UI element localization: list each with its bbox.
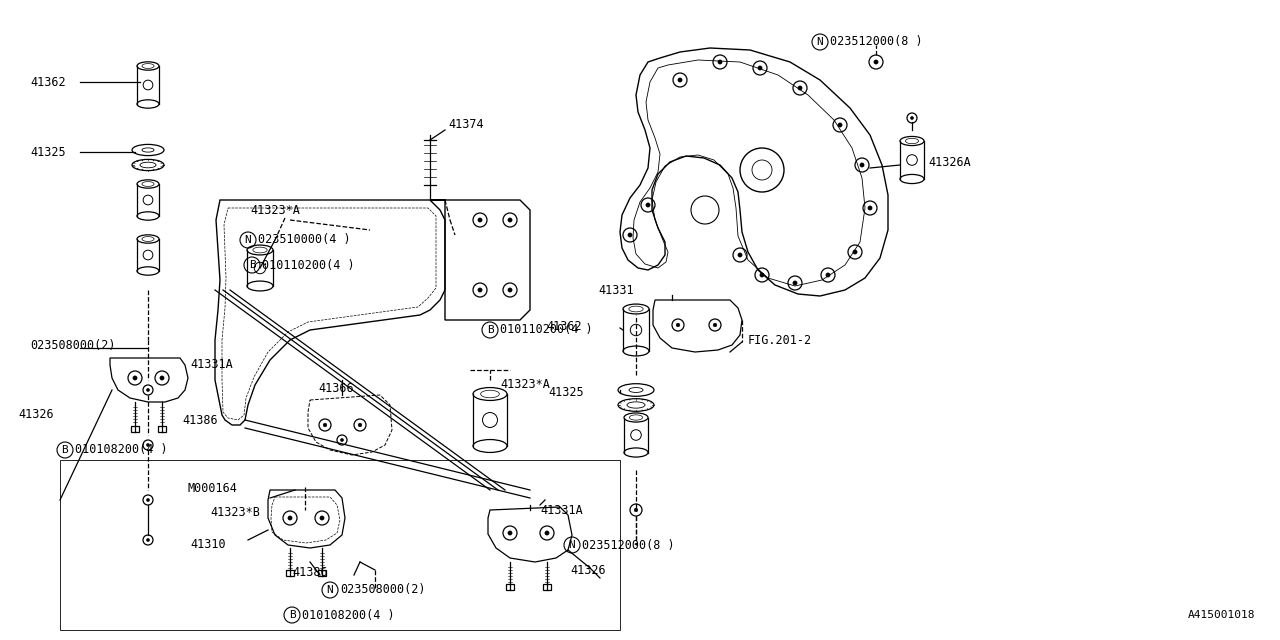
Text: 010108200(4 ): 010108200(4 ) <box>302 609 394 621</box>
Circle shape <box>676 323 680 327</box>
Circle shape <box>288 516 292 520</box>
Circle shape <box>713 323 717 327</box>
Circle shape <box>340 438 343 442</box>
Text: 41323*A: 41323*A <box>250 204 300 216</box>
Text: 023510000(4 ): 023510000(4 ) <box>259 234 351 246</box>
Text: 41366: 41366 <box>317 381 353 394</box>
Circle shape <box>737 253 742 257</box>
Circle shape <box>646 203 650 207</box>
Text: 023508000(2): 023508000(2) <box>340 584 425 596</box>
Bar <box>60 460 620 630</box>
Circle shape <box>323 423 326 427</box>
Circle shape <box>146 499 150 502</box>
Text: 41386: 41386 <box>292 566 328 579</box>
Bar <box>131 426 140 432</box>
Text: N: N <box>244 235 251 245</box>
Circle shape <box>160 376 164 380</box>
Circle shape <box>910 116 914 120</box>
Text: 41323*A: 41323*A <box>500 378 550 392</box>
Text: N: N <box>817 37 823 47</box>
Bar <box>543 584 550 590</box>
Text: 41331: 41331 <box>598 284 634 296</box>
Text: B: B <box>288 610 296 620</box>
Circle shape <box>874 60 878 64</box>
Circle shape <box>852 250 858 254</box>
Text: 41362: 41362 <box>29 76 65 88</box>
Text: M000164: M000164 <box>188 481 238 495</box>
Circle shape <box>628 233 632 237</box>
Text: 41386: 41386 <box>182 413 218 426</box>
Circle shape <box>320 516 324 520</box>
Text: B: B <box>61 445 68 455</box>
Text: 010110200(4 ): 010110200(4 ) <box>500 323 593 337</box>
Bar <box>157 426 166 432</box>
Text: 41323*B: 41323*B <box>210 506 260 518</box>
Circle shape <box>758 66 762 70</box>
Circle shape <box>146 538 150 541</box>
Circle shape <box>545 531 549 535</box>
Text: 010110200(4 ): 010110200(4 ) <box>262 259 355 271</box>
Bar <box>285 570 294 576</box>
Text: B: B <box>248 260 256 270</box>
Circle shape <box>792 281 797 285</box>
Text: A415001018: A415001018 <box>1188 610 1254 620</box>
Text: 41325: 41325 <box>548 385 584 399</box>
Text: 41325: 41325 <box>29 145 65 159</box>
Text: 41326: 41326 <box>18 408 54 422</box>
Circle shape <box>477 218 483 222</box>
Circle shape <box>797 86 803 90</box>
Circle shape <box>826 273 831 277</box>
Circle shape <box>508 531 512 535</box>
Circle shape <box>477 288 483 292</box>
Circle shape <box>146 388 150 392</box>
Circle shape <box>508 288 512 292</box>
Circle shape <box>358 423 362 427</box>
Text: 023512000(8 ): 023512000(8 ) <box>829 35 923 49</box>
Circle shape <box>678 78 682 82</box>
Circle shape <box>760 273 764 277</box>
Circle shape <box>838 123 842 127</box>
Text: 41310: 41310 <box>189 538 225 552</box>
Text: N: N <box>326 585 333 595</box>
Circle shape <box>508 218 512 222</box>
Bar <box>317 570 326 576</box>
Text: 41374: 41374 <box>448 118 484 131</box>
Circle shape <box>868 206 872 210</box>
Text: B: B <box>486 325 493 335</box>
Text: FIG.201-2: FIG.201-2 <box>748 333 812 346</box>
Text: N: N <box>568 540 576 550</box>
Text: 41331A: 41331A <box>189 358 233 371</box>
Circle shape <box>860 163 864 167</box>
Circle shape <box>146 444 150 447</box>
Circle shape <box>634 508 637 512</box>
Circle shape <box>718 60 722 64</box>
Circle shape <box>133 376 137 380</box>
Bar <box>506 584 515 590</box>
Text: 41362: 41362 <box>547 319 581 333</box>
Text: 010108200(4 ): 010108200(4 ) <box>76 444 168 456</box>
Text: 41326A: 41326A <box>928 156 970 168</box>
Text: 41326: 41326 <box>570 563 605 577</box>
Text: 41331A: 41331A <box>540 504 582 516</box>
Text: 023512000(8 ): 023512000(8 ) <box>582 538 675 552</box>
Text: 023508000(2): 023508000(2) <box>29 339 115 351</box>
